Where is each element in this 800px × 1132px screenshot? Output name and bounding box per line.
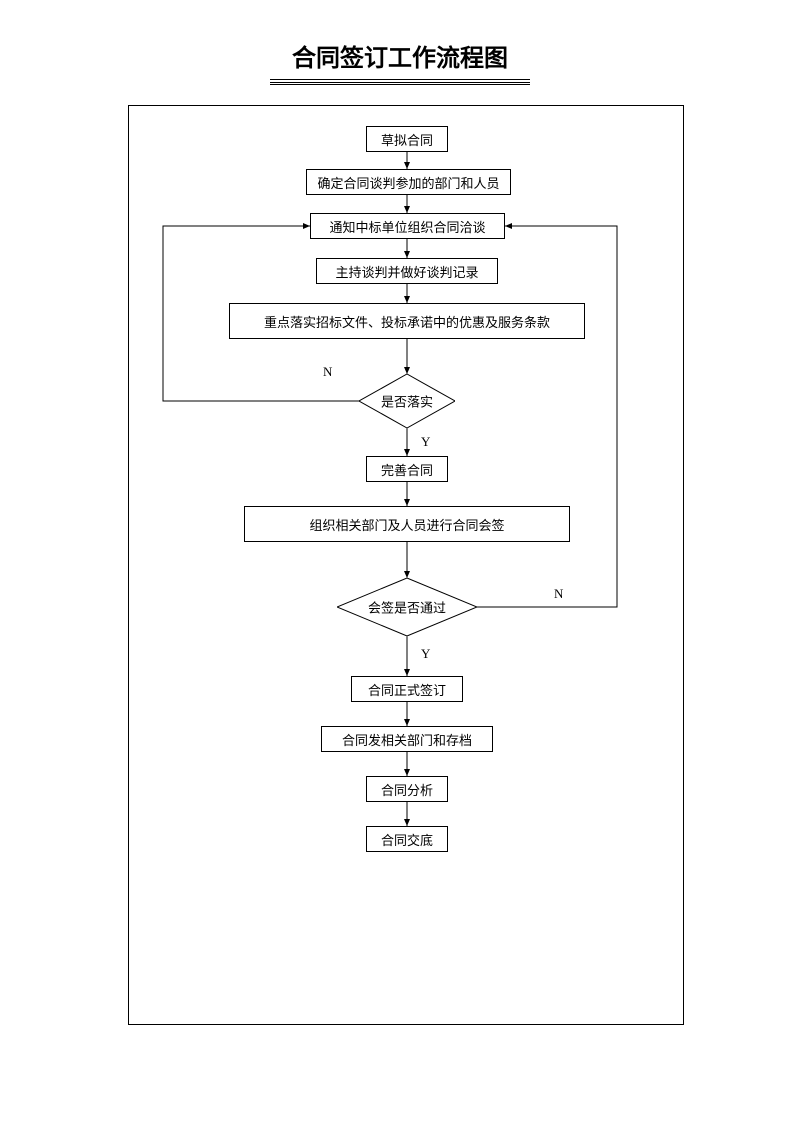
title-underline (270, 79, 530, 85)
flowchart-node-n9: 合同发相关部门和存档 (321, 726, 493, 752)
flowchart-decision-d2: 会签是否通过 (337, 578, 477, 636)
flowchart-node-n5: 重点落实招标文件、投标承诺中的优惠及服务条款 (229, 303, 585, 339)
flowchart-edge-d2-n3 (477, 226, 617, 607)
flowchart-node-n4: 主持谈判并做好谈判记录 (316, 258, 498, 284)
flowchart-node-n7: 组织相关部门及人员进行合同会签 (244, 506, 570, 542)
flowchart-edge-label-d1-n3: N (323, 364, 332, 380)
flowchart-node-n10: 合同分析 (366, 776, 448, 802)
flowchart-edge-label-d1-n6: Y (421, 434, 430, 450)
flowchart-node-n1: 草拟合同 (366, 126, 448, 152)
page-title: 合同签订工作流程图 (0, 0, 800, 73)
flowchart-node-n3: 通知中标单位组织合同洽谈 (310, 213, 505, 239)
flowchart-node-n6: 完善合同 (366, 456, 448, 482)
flowchart-edge-label-d2-n8: Y (421, 646, 430, 662)
flowchart-edge-label-d2-n3: N (554, 586, 563, 602)
flowchart-decision-d1: 是否落实 (359, 374, 455, 428)
flowchart-node-n2: 确定合同谈判参加的部门和人员 (306, 169, 511, 195)
flowchart-edges (129, 106, 685, 1026)
flowchart-container: 草拟合同确定合同谈判参加的部门和人员通知中标单位组织合同洽谈主持谈判并做好谈判记… (128, 105, 684, 1025)
flowchart-node-n8: 合同正式签订 (351, 676, 463, 702)
flowchart-node-n11: 合同交底 (366, 826, 448, 852)
